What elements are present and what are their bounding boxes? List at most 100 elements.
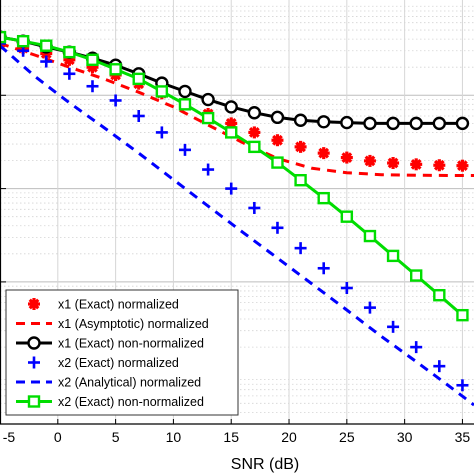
series-2 (0, 41, 474, 177)
circle-marker (201, 92, 215, 107)
plus-marker (28, 356, 40, 369)
square-marker (155, 85, 169, 98)
circle-marker (178, 84, 192, 99)
asterisk-marker (294, 140, 307, 153)
legend-entry: x1 (Asymptotic) normalized (16, 317, 209, 331)
x-axis-title: SNR (dB) (231, 456, 299, 473)
square-marker (294, 174, 307, 187)
x-tick-label: 30 (397, 429, 413, 445)
plus-marker (294, 242, 307, 255)
circle-marker (409, 116, 423, 131)
plus-marker (86, 80, 99, 93)
plus-marker (387, 320, 400, 333)
plus-marker (410, 341, 423, 354)
series-layer (0, 30, 474, 407)
plus-marker (155, 126, 168, 139)
legend-label: x1 (Exact) normalized (58, 298, 179, 312)
circle-marker (224, 100, 238, 114)
square-marker (340, 210, 354, 223)
plus-marker (363, 301, 376, 314)
plus-marker (132, 109, 145, 122)
plus-marker (340, 282, 353, 295)
series-5 (0, 44, 474, 407)
plus-marker (433, 360, 446, 373)
legend-label: x2 (Analytical) normalized (58, 376, 201, 390)
x-tick-label: 25 (339, 429, 355, 445)
circle-marker (386, 116, 400, 131)
square-marker (178, 98, 192, 111)
plus-marker (63, 67, 76, 80)
plus-marker (248, 201, 261, 214)
series-4 (0, 37, 469, 392)
asterisk-marker (456, 159, 469, 172)
square-marker (86, 53, 99, 67)
square-marker (409, 269, 423, 282)
plus-marker (271, 221, 284, 234)
circle-marker (270, 110, 285, 125)
legend-entry: x2 (Exact) non-normalized (16, 395, 204, 409)
plus-marker (40, 55, 53, 68)
circle-marker (247, 106, 262, 120)
square-marker (201, 111, 215, 125)
square-marker (40, 39, 53, 52)
plus-marker (0, 37, 6, 50)
square-marker (225, 126, 238, 139)
asterisk-marker (28, 298, 40, 310)
square-marker (386, 249, 400, 263)
square-marker (132, 72, 145, 86)
series-line (0, 44, 474, 407)
square-marker (0, 30, 7, 44)
legend: x1 (Exact) normalized x1 (Asymptotic) nor… (5, 289, 239, 416)
x-tick-label: 35 (455, 429, 471, 445)
plus-marker (456, 379, 469, 392)
legend-label: x1 (Asymptotic) normalized (58, 317, 209, 331)
circle-marker (27, 336, 41, 350)
legend-label: x2 (Exact) normalized (58, 356, 179, 370)
plus-marker (225, 182, 238, 195)
square-marker (27, 395, 41, 408)
square-marker (16, 34, 30, 48)
square-marker (317, 191, 330, 205)
square-marker (63, 45, 76, 59)
square-marker (248, 140, 261, 154)
x-tick-label: 10 (166, 429, 182, 445)
legend-entry: x2 (Exact) normalized (28, 356, 179, 370)
legend-entry: x2 (Analytical) normalized (16, 376, 201, 390)
legend-entry: x1 (Exact) non-normalized (16, 336, 204, 351)
square-marker (109, 63, 122, 76)
x-tick-label: 15 (223, 429, 239, 445)
x-tick-label: -5 (3, 429, 16, 445)
series-line (0, 41, 474, 177)
asterisk-marker (271, 134, 284, 147)
legend-box (5, 289, 239, 416)
legend-label: x1 (Exact) non-normalized (58, 337, 204, 351)
x-tick-label: 5 (112, 429, 120, 445)
asterisk-marker (340, 151, 353, 164)
circle-marker (317, 115, 331, 129)
asterisk-marker (248, 126, 261, 139)
circle-marker (293, 113, 308, 127)
asterisk-marker (433, 159, 446, 172)
legend-entry: x1 (Exact) normalized (28, 298, 179, 312)
asterisk-marker (363, 154, 376, 167)
asterisk-marker (317, 147, 330, 160)
circle-marker (363, 116, 377, 131)
asterisk-marker (410, 158, 423, 171)
legend-label: x2 (Exact) non-normalized (58, 395, 204, 409)
circle-marker (455, 116, 470, 131)
circle-marker (432, 116, 447, 131)
plus-marker (178, 143, 191, 156)
plus-marker (317, 262, 330, 275)
square-marker (433, 289, 446, 302)
x-tick-label: 0 (54, 429, 62, 445)
square-marker (456, 308, 469, 322)
asterisk-marker (387, 157, 400, 170)
square-marker (363, 229, 377, 243)
plus-marker (202, 163, 215, 176)
square-marker (271, 156, 284, 169)
x-tick-label: 20 (281, 429, 297, 445)
series-6 (0, 30, 469, 322)
plus-marker (109, 94, 122, 107)
